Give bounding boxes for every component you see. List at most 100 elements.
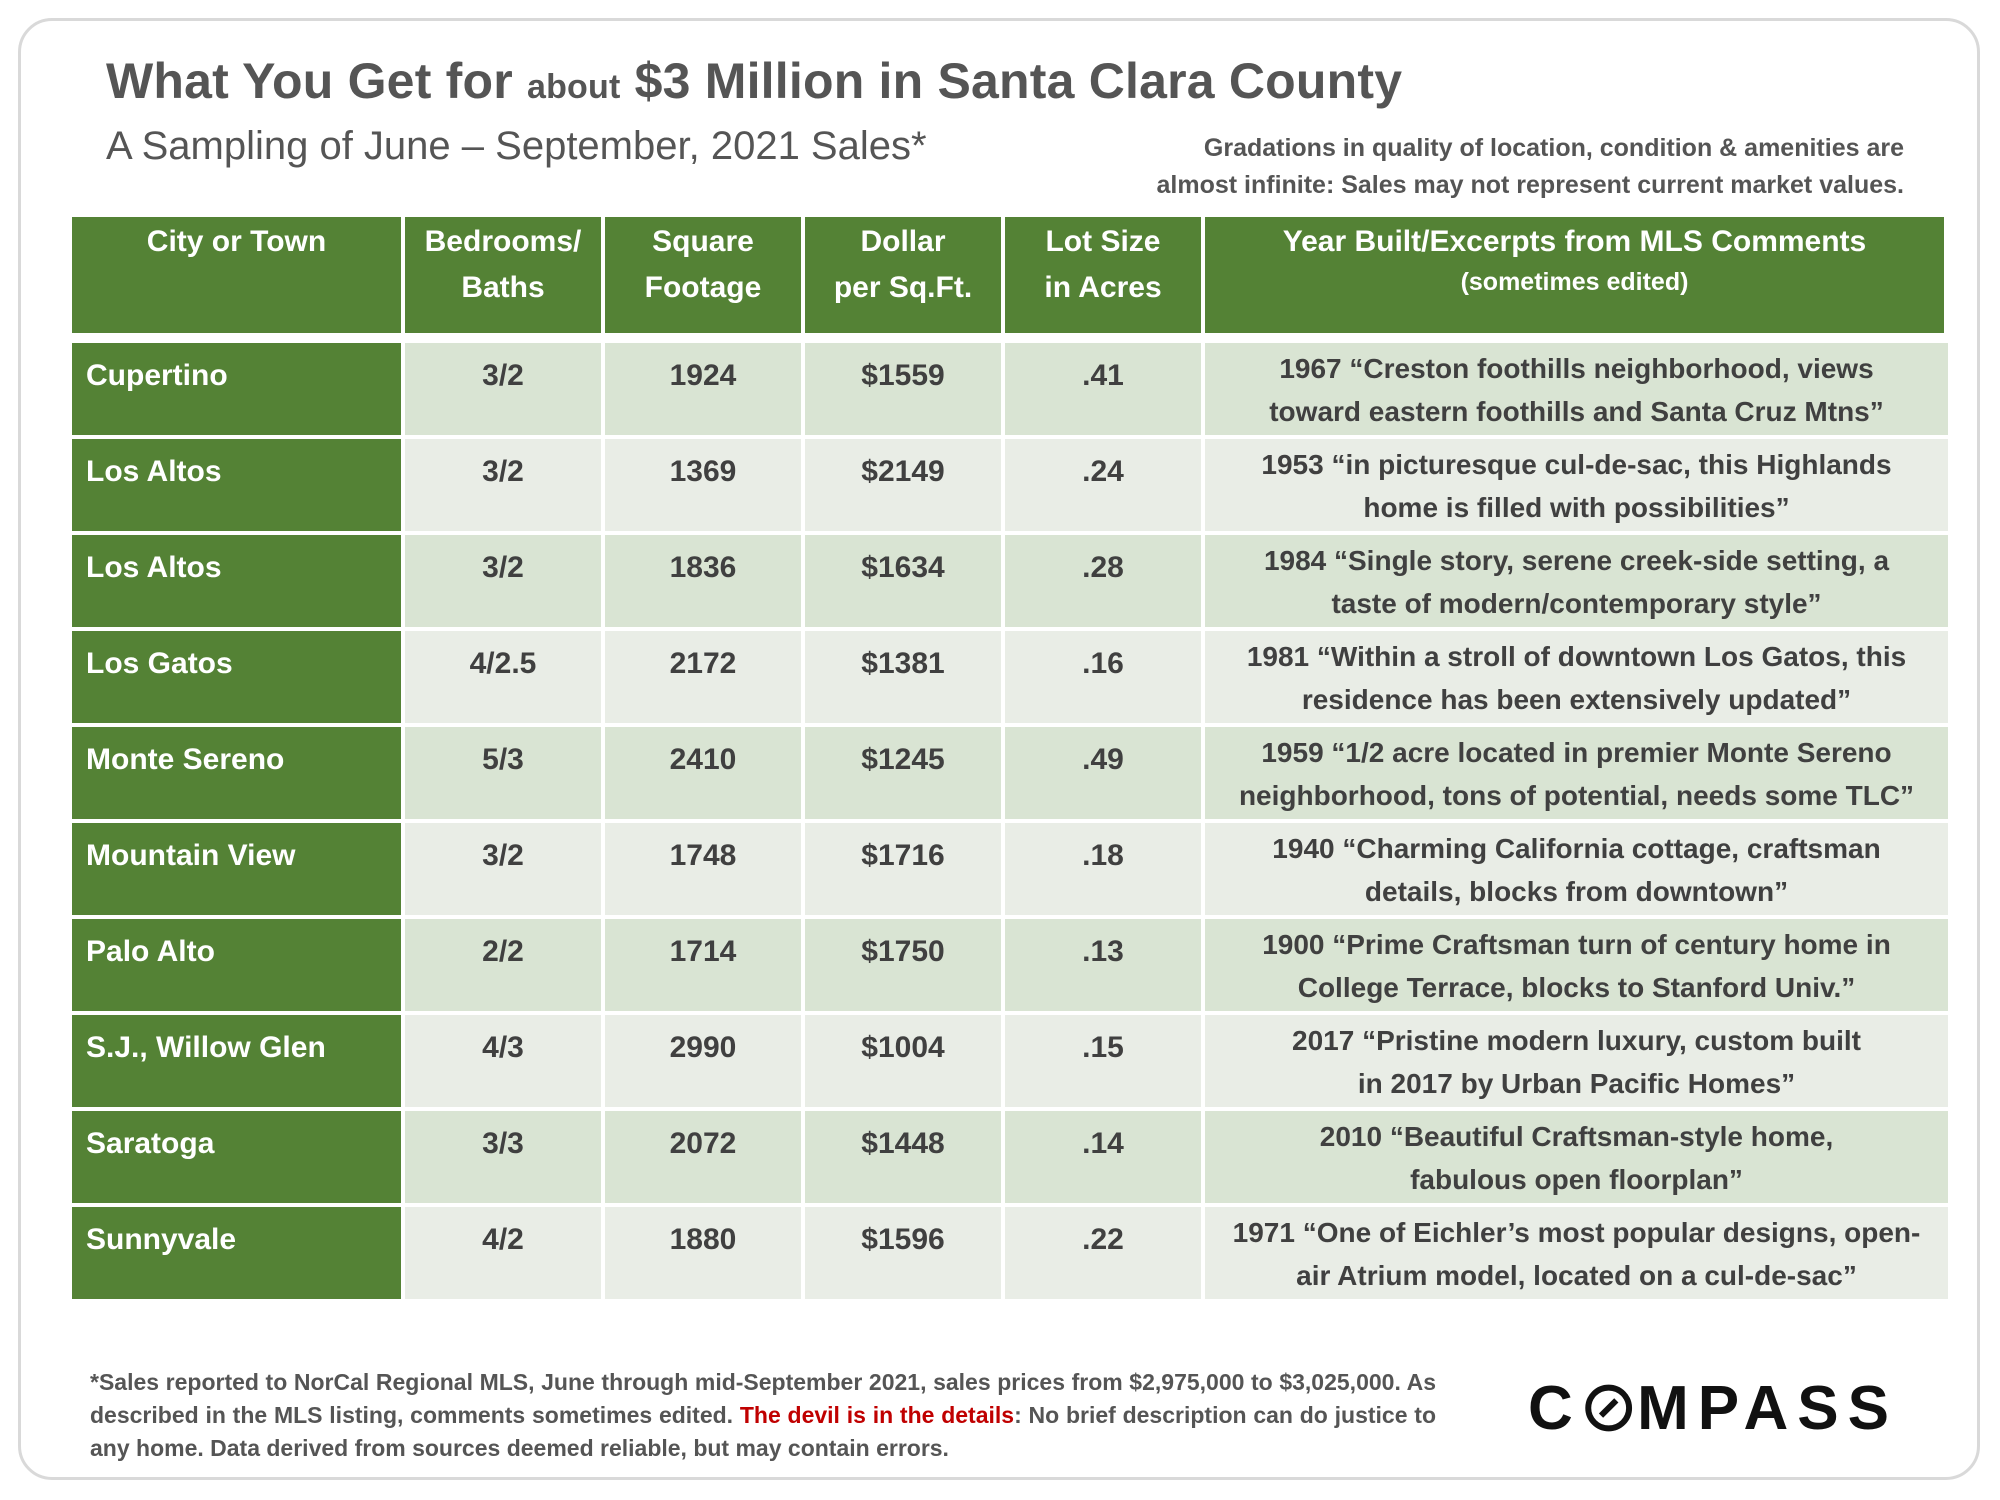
- comment-cell: 1900 “Prime Craftsman turn of century ho…: [1205, 919, 1948, 1015]
- lot-size-cell: .13: [1005, 919, 1205, 1015]
- city-cell: Monte Sereno: [72, 727, 405, 823]
- city-cell: Los Altos: [72, 535, 405, 631]
- comment-cell: 1967 “Creston foothills neighborhood, vi…: [1205, 343, 1948, 439]
- comment-line: 2017 “Pristine modern luxury, custom bui…: [1292, 1025, 1861, 1056]
- city-cell: Sunnyvale: [72, 1207, 405, 1303]
- comment-cell: 2017 “Pristine modern luxury, custom bui…: [1205, 1015, 1948, 1111]
- page-title: What You Get for about $3 Million in San…: [106, 52, 1402, 110]
- title-about: about: [526, 68, 621, 106]
- comment-line: in 2017 by Urban Pacific Homes”: [1357, 1068, 1796, 1099]
- city-cell: Palo Alto: [72, 919, 405, 1015]
- comment-line: College Terrace, blocks to Stanford Univ…: [1297, 972, 1856, 1003]
- lot-size-cell: .16: [1005, 631, 1205, 727]
- comment-line: neighborhood, tons of potential, needs s…: [1238, 780, 1915, 811]
- beds-baths-cell: 5/3: [405, 727, 605, 823]
- header-beds-baths: Bedrooms/Baths: [405, 217, 605, 333]
- comment-line: 1984 “Single story, serene creek-side se…: [1263, 545, 1890, 576]
- dollar-per-sqft-cell: $1448: [805, 1111, 1005, 1207]
- beds-baths-cell: 4/2.5: [405, 631, 605, 727]
- square-footage-cell: 1836: [605, 535, 805, 631]
- header-city: City or Town: [72, 217, 405, 333]
- comment-line: 1900 “Prime Craftsman turn of century ho…: [1262, 929, 1891, 960]
- comment-line: taste of modern/contemporary style”: [1331, 588, 1822, 619]
- square-footage-cell: 1924: [605, 343, 805, 439]
- compass-o-icon: [1585, 1384, 1632, 1432]
- comment-line: 1981 “Within a stroll of downtown Los Ga…: [1246, 641, 1907, 672]
- lot-size-cell: .18: [1005, 823, 1205, 919]
- dollar-per-sqft-cell: $1004: [805, 1015, 1005, 1111]
- beds-baths-cell: 3/2: [405, 343, 605, 439]
- page-subtitle: A Sampling of June – September, 2021 Sal…: [106, 124, 927, 168]
- title-part-1: What You Get for: [106, 53, 527, 109]
- header-square-footage: Square Footage: [605, 217, 805, 333]
- beds-baths-cell: 3/3: [405, 1111, 605, 1207]
- comment-cell: 2010 “Beautiful Craftsman-style home, fab…: [1205, 1111, 1948, 1207]
- beds-baths-cell: 2/2: [405, 919, 605, 1015]
- comment-cell: 1984 “Single story, serene creek-side se…: [1205, 535, 1948, 631]
- beds-baths-cell: 4/3: [405, 1015, 605, 1111]
- lot-size-cell: .14: [1005, 1111, 1205, 1207]
- lot-size-cell: .15: [1005, 1015, 1205, 1111]
- comment-line: fabulous open floorplan”: [1410, 1164, 1743, 1195]
- comment-line: toward eastern foothills and Santa Cruz …: [1269, 396, 1884, 427]
- header-gap: [72, 333, 1948, 343]
- square-footage-cell: 1880: [605, 1207, 805, 1303]
- comment-cell: 1971 “One of Eichler’s most popular desi…: [1205, 1207, 1948, 1303]
- comment-cell: 1981 “Within a stroll of downtown Los Ga…: [1205, 631, 1948, 727]
- square-footage-cell: 2072: [605, 1111, 805, 1207]
- dollar-per-sqft-cell: $1716: [805, 823, 1005, 919]
- comment-line: residence has been extensively updated”: [1301, 684, 1852, 715]
- dollar-per-sqft-cell: $1634: [805, 535, 1005, 631]
- city-cell: Cupertino: [72, 343, 405, 439]
- header-comments: Year Built/Excerpts from MLS Comments (so…: [1205, 217, 1948, 333]
- square-footage-cell: 2172: [605, 631, 805, 727]
- comment-cell: 1953 “in picturesque cul-de-sac, this Hi…: [1205, 439, 1948, 535]
- beds-baths-cell: 4/2: [405, 1207, 605, 1303]
- square-footage-cell: 1714: [605, 919, 805, 1015]
- comment-cell: 1940 “Charming California cottage, craft…: [1205, 823, 1948, 919]
- city-cell: Los Gatos: [72, 631, 405, 727]
- comment-line: 1940 “Charming California cottage, craft…: [1272, 833, 1881, 864]
- lot-size-cell: .24: [1005, 439, 1205, 535]
- lot-size-cell: .28: [1005, 535, 1205, 631]
- disclaimer-note: Gradations in quality of location, condi…: [1004, 130, 1905, 204]
- title-part-2: $3 Million in Santa Clara County: [620, 53, 1403, 109]
- beds-baths-cell: 3/2: [405, 439, 605, 535]
- comment-line: 1967 “Creston foothills neighborhood, vi…: [1279, 353, 1874, 384]
- city-cell: Mountain View: [72, 823, 405, 919]
- note-line-2: almost infinite: Sales may not represent…: [1156, 171, 1905, 199]
- comment-cell: 1959 “1/2 acre located in premier Monte …: [1205, 727, 1948, 823]
- dollar-per-sqft-cell: $2149: [805, 439, 1005, 535]
- square-footage-cell: 1748: [605, 823, 805, 919]
- comment-line: 1953 “in picturesque cul-de-sac, this Hi…: [1261, 449, 1892, 480]
- dollar-per-sqft-cell: $1559: [805, 343, 1005, 439]
- comment-line: air Atrium model, located on a cul-de-sa…: [1296, 1260, 1857, 1291]
- comment-line: 2010 “Beautiful Craftsman-style home,: [1319, 1121, 1834, 1152]
- city-cell: Los Altos: [72, 439, 405, 535]
- dollar-per-sqft-cell: $1596: [805, 1207, 1005, 1303]
- footnote-highlight: The devil is in the details: [739, 1402, 1015, 1428]
- footnote: *Sales reported to NorCal Regional MLS, …: [90, 1369, 1436, 1461]
- lot-size-cell: .49: [1005, 727, 1205, 823]
- city-cell: Saratoga: [72, 1111, 405, 1207]
- lot-size-cell: .41: [1005, 343, 1205, 439]
- comment-line: 1971 “One of Eichler’s most popular desi…: [1232, 1217, 1921, 1248]
- comment-line: 1959 “1/2 acre located in premier Monte …: [1261, 737, 1892, 768]
- comment-line: home is filled with possibilities”: [1363, 492, 1790, 523]
- square-footage-cell: 1369: [605, 439, 805, 535]
- square-footage-cell: 2410: [605, 727, 805, 823]
- beds-baths-cell: 3/2: [405, 535, 605, 631]
- header-lot-size: Lot Size in Acres: [1005, 217, 1205, 333]
- dollar-per-sqft-cell: $1245: [805, 727, 1005, 823]
- comment-line: details, blocks from downtown”: [1364, 876, 1789, 907]
- lot-size-cell: .22: [1005, 1207, 1205, 1303]
- note-line-1: Gradations in quality of location, condi…: [1203, 134, 1904, 162]
- beds-baths-cell: 3/2: [405, 823, 605, 919]
- compass-logo: C MPASS: [1528, 1373, 1898, 1443]
- sales-table: City or Town Bedrooms/Baths Square Footag…: [72, 217, 1948, 1303]
- dollar-per-sqft-cell: $1381: [805, 631, 1005, 727]
- header-dollar-per-sqft: Dollar per Sq.Ft.: [805, 217, 1005, 333]
- dollar-per-sqft-cell: $1750: [805, 919, 1005, 1015]
- square-footage-cell: 2990: [605, 1015, 805, 1111]
- city-cell: S.J., Willow Glen: [72, 1015, 405, 1111]
